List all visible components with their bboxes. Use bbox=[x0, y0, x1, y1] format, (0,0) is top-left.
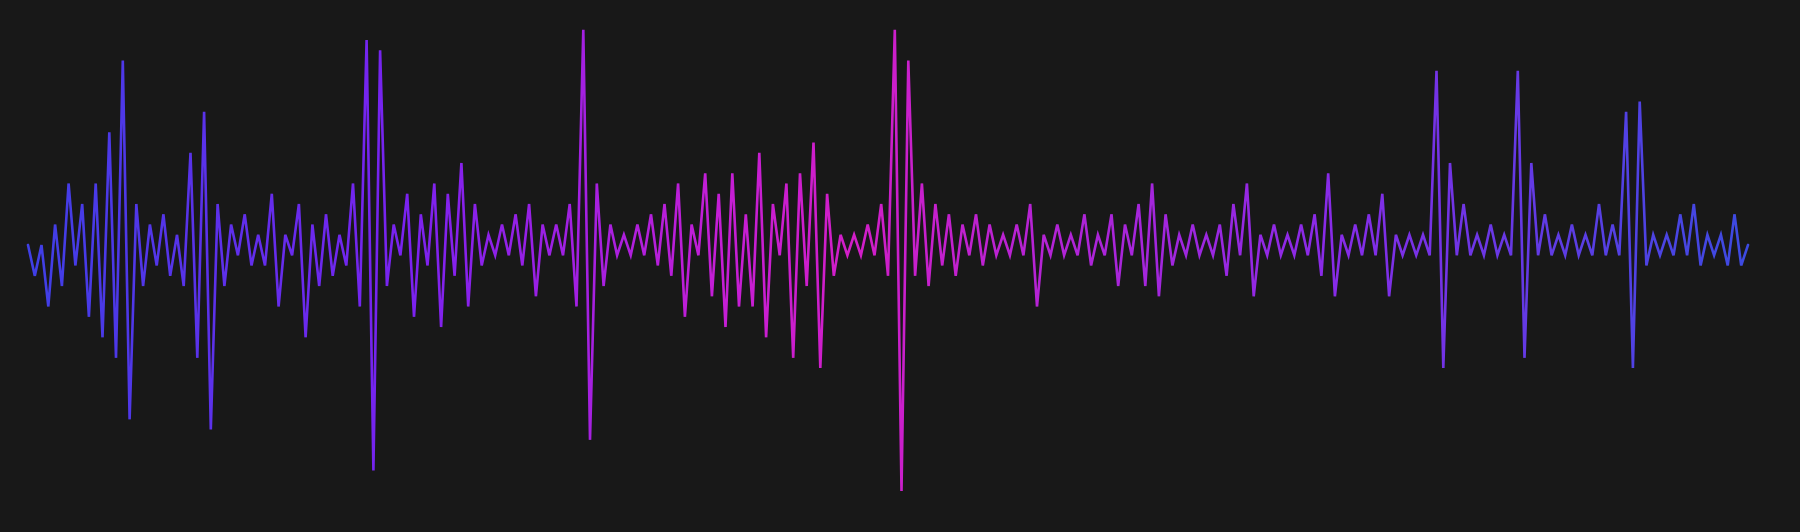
waveform-line bbox=[26, 29, 1750, 492]
